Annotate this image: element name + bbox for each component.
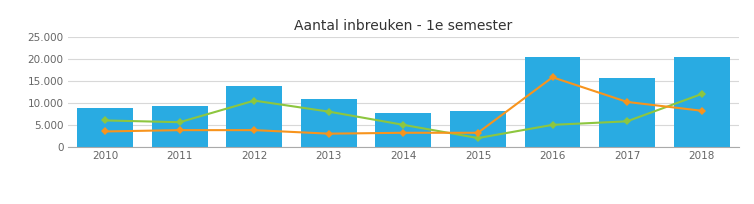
Bar — [77, 108, 133, 147]
Bar — [301, 99, 357, 147]
Bar — [152, 106, 207, 147]
Bar — [673, 57, 730, 147]
Bar — [525, 57, 581, 147]
Bar — [226, 86, 282, 147]
Bar — [599, 78, 655, 147]
Title: Aantal inbreuken - 1e semester: Aantal inbreuken - 1e semester — [294, 19, 513, 33]
Bar — [375, 113, 431, 147]
Bar — [450, 111, 506, 147]
